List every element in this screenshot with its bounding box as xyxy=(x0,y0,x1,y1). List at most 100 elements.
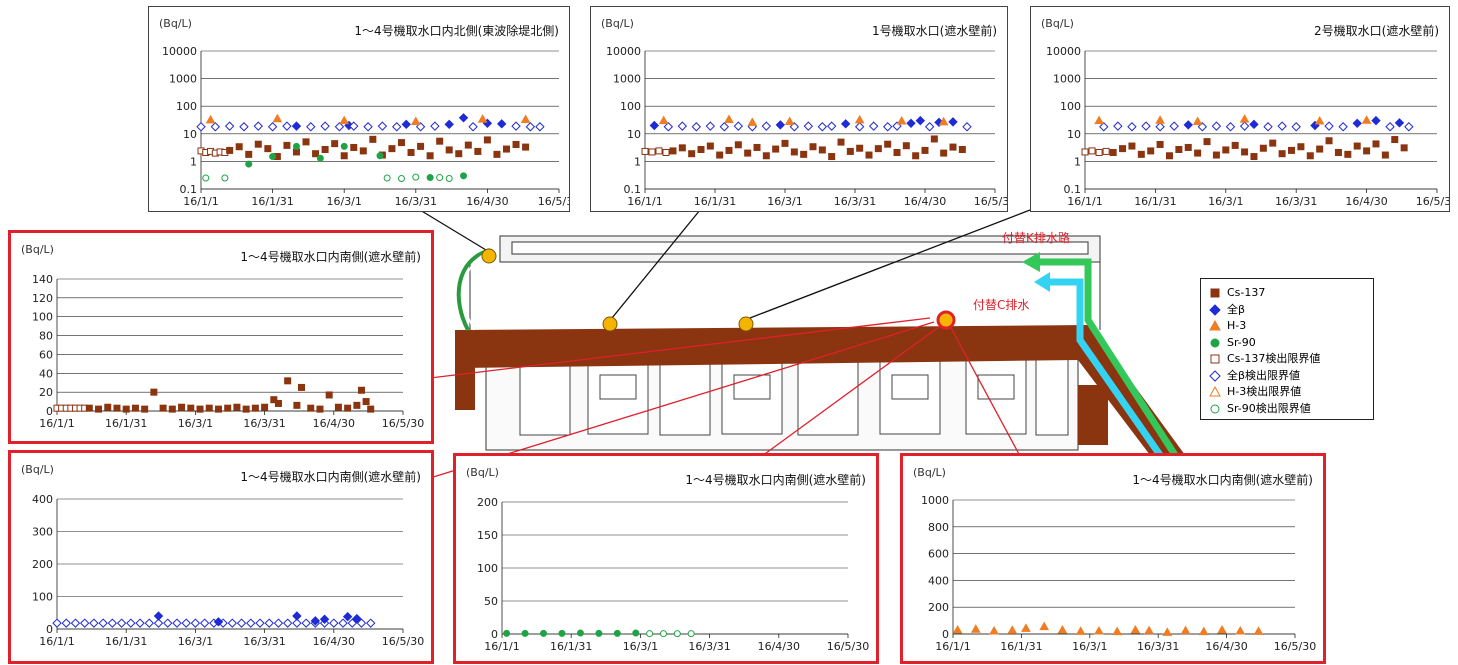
x-tick-label: 16/5/30 xyxy=(1274,640,1316,653)
data-point xyxy=(691,122,702,132)
data-point xyxy=(576,629,584,637)
chart-panel-south-cs: (Bq/L) 1～4号機取水口内南側(遮水壁前) 0 20 40 60 80 100 120 14… xyxy=(8,230,434,444)
y-tick-label: 100 xyxy=(620,100,641,113)
data-point xyxy=(1194,149,1202,157)
x-tick-label: 16/3/1 xyxy=(178,417,213,430)
data-point xyxy=(196,122,206,132)
data-point xyxy=(1361,115,1372,124)
data-point xyxy=(1404,122,1414,132)
chart-north: (Bq/L) 1～4号機取水口内北側(東波除堤北側) 0.1 1 10 100 1000 10… xyxy=(159,17,580,208)
data-point xyxy=(1102,147,1110,155)
data-point xyxy=(282,121,292,131)
y-tick-label: 10 xyxy=(1067,128,1081,141)
y-tick-label: 600 xyxy=(928,548,949,561)
data-point xyxy=(477,114,488,123)
sampling-point-unit2 xyxy=(738,316,754,332)
chart-title: 2号機取水口(遮水壁前) xyxy=(1314,23,1439,38)
x-tick-label: 16/1/31 xyxy=(105,635,147,648)
data-point xyxy=(1324,121,1334,131)
data-point xyxy=(144,618,154,628)
data-point xyxy=(540,629,548,637)
series-Sr-90検出限界値 xyxy=(202,173,453,183)
data-point xyxy=(445,146,453,154)
data-point xyxy=(678,144,686,152)
y-tick-label: 50 xyxy=(484,595,498,608)
y-tick-label: 300 xyxy=(32,526,53,539)
y-tick-label: 200 xyxy=(32,558,53,571)
chart-south-h3: (Bq/L) 1～4号機取水口内南側(遮水壁前) 0 200 400 600 800 1000… xyxy=(913,466,1316,653)
y-tick-label: 20 xyxy=(39,386,53,399)
data-point xyxy=(817,122,828,132)
data-point xyxy=(350,143,358,151)
chart-title: 1～4号機取水口内南側(遮水壁前) xyxy=(685,472,866,487)
data-point xyxy=(772,145,780,153)
data-point xyxy=(915,115,926,126)
data-point xyxy=(344,404,352,412)
y-tick-label: 60 xyxy=(39,348,53,361)
data-point xyxy=(367,405,375,413)
data-point xyxy=(803,121,814,131)
data-point xyxy=(512,140,520,148)
data-point xyxy=(1162,627,1173,636)
data-point xyxy=(865,151,873,159)
data-point xyxy=(254,140,262,148)
data-point xyxy=(1297,143,1305,151)
data-point xyxy=(1217,624,1227,634)
data-point xyxy=(224,404,232,412)
data-point xyxy=(412,173,420,181)
data-point xyxy=(444,119,454,130)
data-point xyxy=(1235,626,1246,635)
data-point xyxy=(292,611,302,621)
chart-unit2: (Bq/L) 2号機取水口(遮水壁前) 0.1 1 10 100 1000 10000 16/1… xyxy=(1041,17,1458,208)
y-tick-label: 10000 xyxy=(606,45,641,58)
y-tick-label: 1 xyxy=(1074,155,1081,168)
data-point xyxy=(376,152,384,160)
data-point xyxy=(938,116,949,126)
data-point xyxy=(781,139,789,147)
data-point xyxy=(525,122,536,132)
data-point xyxy=(1099,122,1109,132)
legend-label: 全β xyxy=(1227,302,1246,316)
y-tick-label: 200 xyxy=(477,496,498,509)
data-point xyxy=(116,618,127,628)
data-point xyxy=(784,116,795,125)
data-point xyxy=(1113,121,1123,131)
data-point xyxy=(658,115,669,125)
data-point xyxy=(135,618,145,628)
unit-label: (Bq/L) xyxy=(913,466,946,479)
chart-panel-south-sr: (Bq/L) 1～4号機取水口内南側(遮水壁前) 0 50 100 150 200 16/1/… xyxy=(453,453,879,664)
unit-label: (Bq/L) xyxy=(159,17,192,30)
data-point xyxy=(340,142,348,150)
data-point xyxy=(334,403,342,411)
x-tick-label: 16/1/31 xyxy=(1000,640,1042,653)
legend-marker xyxy=(1210,404,1220,413)
data-point xyxy=(1314,116,1325,125)
data-point xyxy=(316,154,324,162)
legend-marker xyxy=(1210,288,1220,298)
data-point xyxy=(719,122,730,132)
legend-marker xyxy=(1210,338,1220,347)
data-point xyxy=(436,137,444,145)
y-tick-label: 1000 xyxy=(169,73,197,86)
data-point xyxy=(503,629,511,637)
legend-symbol xyxy=(1210,288,1220,298)
data-point xyxy=(497,119,507,129)
data-point xyxy=(906,118,916,129)
x-tick-label: 16/4/30 xyxy=(313,417,355,430)
data-point xyxy=(95,405,103,413)
data-point xyxy=(168,405,176,413)
data-point xyxy=(1288,146,1296,154)
data-point xyxy=(1147,147,1155,155)
data-point xyxy=(1021,623,1031,632)
series-Sr-90 xyxy=(503,629,640,637)
y-tick-label: 0 xyxy=(942,628,949,641)
data-point xyxy=(301,618,311,628)
data-point xyxy=(213,617,224,627)
data-point xyxy=(347,618,357,628)
data-point xyxy=(648,148,656,156)
data-point xyxy=(1128,142,1136,150)
seawall xyxy=(455,325,1185,455)
x-tick-label: 16/5/30 xyxy=(382,417,424,430)
data-point xyxy=(1095,149,1103,157)
data-point xyxy=(520,114,531,123)
